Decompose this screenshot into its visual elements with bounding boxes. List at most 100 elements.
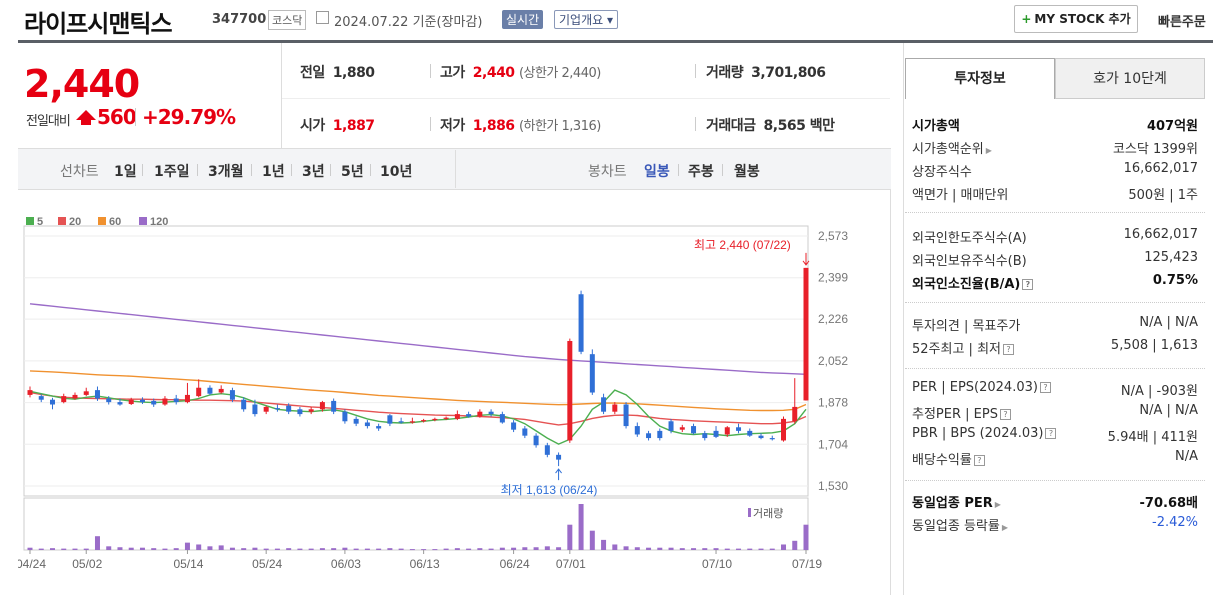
volume: 거래량 3,701,806 bbox=[706, 62, 826, 82]
stock-chart[interactable]: 2,573 2,399 2,226 2,052 1,878 1,704 1,530 5 20 60… bbox=[16, 190, 891, 595]
volume-bar bbox=[331, 548, 337, 550]
legend-swatch bbox=[98, 217, 106, 225]
tab-bar-divider bbox=[455, 150, 456, 188]
volume-bar bbox=[308, 548, 314, 550]
candle-body bbox=[49, 399, 55, 405]
candle-body bbox=[117, 402, 123, 405]
volume-bar bbox=[803, 524, 809, 550]
tab-5y[interactable]: 5년 bbox=[341, 164, 364, 180]
help-icon[interactable]: ? bbox=[1039, 382, 1051, 393]
volume-bar bbox=[601, 539, 607, 550]
candle-body bbox=[139, 399, 145, 403]
x-tick-label: 06/13 bbox=[410, 557, 440, 571]
candle-body bbox=[106, 398, 112, 403]
line-chart-label: 선차트 bbox=[60, 164, 99, 180]
info-value: -2.42% bbox=[1152, 515, 1198, 530]
volume-bar bbox=[488, 548, 494, 550]
volume-bar bbox=[297, 548, 303, 550]
tab-daily[interactable]: 일봉 bbox=[644, 164, 670, 180]
volume-bar bbox=[319, 548, 325, 550]
help-icon[interactable]: ? bbox=[973, 455, 985, 466]
candle-body bbox=[657, 430, 663, 439]
volume-bar bbox=[229, 547, 235, 550]
tab-10y[interactable]: 10년 bbox=[380, 164, 413, 180]
divider bbox=[430, 64, 431, 78]
volume-label: 거래량 bbox=[706, 65, 744, 81]
x-tick-label: 04/24 bbox=[18, 557, 46, 571]
help-icon[interactable]: ? bbox=[1022, 279, 1034, 290]
tab-1w[interactable]: 1주일 bbox=[154, 164, 190, 180]
y-tick-label: 2,052 bbox=[818, 354, 848, 368]
tab-1d[interactable]: 1일 bbox=[114, 164, 137, 180]
candle-body bbox=[646, 433, 652, 439]
company-overview-dropdown[interactable]: 기업개요 ▾ bbox=[554, 10, 618, 29]
stock-name: 라이프시맨틱스 bbox=[24, 10, 173, 38]
info-row: 외국인한도주식수(A) 16,662,017 bbox=[912, 227, 1198, 247]
row-divider bbox=[282, 98, 890, 99]
info-row: 시가총액순위 ▶ 코스닥 1399위 bbox=[912, 138, 1198, 158]
high-price: 고가 2,440 (상한가 2,440) bbox=[440, 62, 601, 82]
candle-body bbox=[466, 414, 472, 417]
arrow-right-icon[interactable]: ▶ bbox=[985, 146, 992, 155]
volume-bar bbox=[679, 548, 685, 550]
right-panel-border bbox=[903, 43, 904, 595]
arrow-right-icon[interactable]: ▶ bbox=[1001, 523, 1009, 532]
my-stock-add-button[interactable]: + MY STOCK 추가 bbox=[1014, 5, 1138, 33]
volume-bar bbox=[533, 547, 539, 550]
price-change: 560 bbox=[97, 105, 137, 129]
volume-legend-swatch bbox=[748, 508, 751, 517]
volume-bar bbox=[646, 547, 652, 550]
tab-3m[interactable]: 3개월 bbox=[208, 164, 244, 180]
chart-tab-bar bbox=[18, 148, 891, 190]
prev-close-label: 전일 bbox=[300, 65, 325, 81]
volume-bar bbox=[634, 547, 640, 550]
candle-body bbox=[252, 404, 258, 415]
volume-bar bbox=[106, 546, 112, 550]
info-value: N/A bbox=[1175, 449, 1198, 464]
volume-bar bbox=[567, 524, 573, 550]
candle-body bbox=[736, 427, 742, 431]
candle-body bbox=[713, 430, 719, 437]
volume-bar bbox=[466, 548, 472, 550]
help-icon[interactable]: ? bbox=[1003, 344, 1014, 355]
prev-diff-label: 전일대비 bbox=[26, 114, 71, 129]
high-value: 2,440 bbox=[472, 65, 515, 81]
tab-divider bbox=[197, 164, 198, 176]
tab-invest-info[interactable]: 투자정보 bbox=[905, 58, 1055, 99]
tab-order-book[interactable]: 호가 10단계 bbox=[1055, 58, 1205, 99]
help-icon[interactable]: ? bbox=[1045, 428, 1057, 439]
candle-body bbox=[61, 396, 67, 403]
header-divider bbox=[18, 40, 1213, 43]
help-icon[interactable]: ? bbox=[999, 409, 1011, 420]
volume-bar bbox=[578, 504, 584, 550]
ma20-line bbox=[29, 391, 807, 426]
candle-body bbox=[488, 411, 494, 415]
realtime-button[interactable]: 실시간 bbox=[502, 10, 544, 29]
candle-body bbox=[634, 426, 640, 435]
candle-body bbox=[72, 394, 78, 399]
candle-body bbox=[421, 420, 427, 422]
info-value: -70.68배 bbox=[1139, 496, 1198, 511]
candle-body bbox=[94, 390, 100, 399]
tab-monthly[interactable]: 월봉 bbox=[734, 164, 760, 180]
volume-bar bbox=[196, 544, 202, 550]
max-arrow-icon bbox=[802, 252, 810, 266]
volume-bar bbox=[376, 548, 382, 550]
volume-bar bbox=[499, 547, 505, 550]
tab-1y[interactable]: 1년 bbox=[262, 164, 285, 180]
volume-plot-frame bbox=[23, 497, 809, 551]
candle-body bbox=[702, 433, 708, 439]
tab-weekly[interactable]: 주봉 bbox=[688, 164, 714, 180]
tab-3y[interactable]: 3년 bbox=[302, 164, 325, 180]
max-annotation: 최고 2,440 (07/22) bbox=[694, 238, 791, 252]
volume-bar bbox=[364, 548, 370, 550]
info-key: 액면가 | 매매단위 bbox=[912, 188, 1009, 203]
arrow-right-icon[interactable]: ▶ bbox=[994, 500, 1001, 509]
x-tick-label: 07/01 bbox=[556, 557, 586, 571]
candle-body bbox=[803, 267, 809, 401]
candle-body bbox=[454, 414, 460, 419]
quick-order-link[interactable]: 빠른주문 bbox=[1158, 15, 1206, 30]
info-row: 액면가 | 매매단위 500원 | 1주 bbox=[912, 184, 1198, 204]
candle-body bbox=[376, 426, 382, 429]
up-arrow-stem bbox=[81, 119, 91, 125]
